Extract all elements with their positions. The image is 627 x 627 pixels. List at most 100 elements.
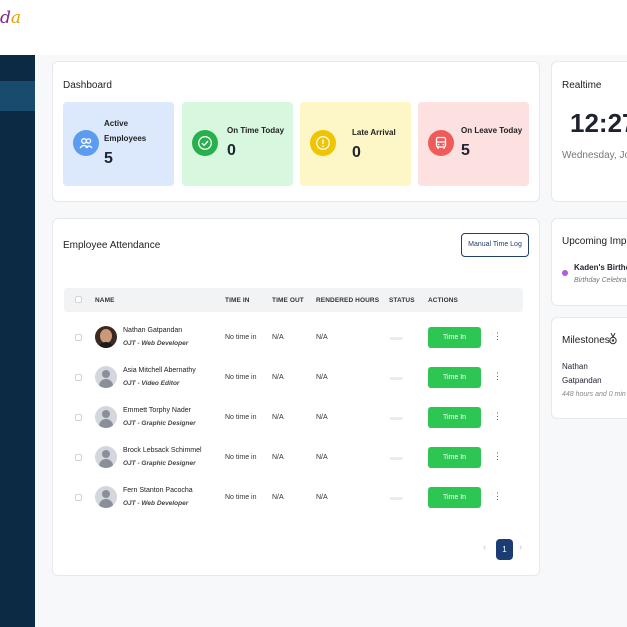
stat-label: On Time Today <box>227 126 285 135</box>
column-actions: ACTIONS <box>428 297 458 304</box>
more-options-icon[interactable]: ⋮ <box>493 451 502 461</box>
employee-name[interactable]: Brock Lebsack Schimmel <box>123 447 202 454</box>
status-badge <box>390 457 403 460</box>
status-badge <box>390 417 403 420</box>
time-in-value: No time in <box>225 334 257 341</box>
rendered-hours-value: N/A <box>316 334 328 341</box>
time-out-value: N/A <box>272 334 284 341</box>
employee-name[interactable]: Fern Stanton Pacocha <box>123 487 193 494</box>
avatar <box>95 446 117 468</box>
row-checkbox[interactable] <box>75 334 82 341</box>
time-out-value: N/A <box>272 374 284 381</box>
upcoming-card <box>551 218 627 306</box>
column-time-in[interactable]: TIME IN <box>225 297 250 304</box>
more-options-icon[interactable]: ⋮ <box>493 331 502 341</box>
bus-icon <box>428 130 454 156</box>
employee-role: OJT - Web Developer <box>123 500 189 507</box>
sidebar-item-active[interactable] <box>0 81 35 111</box>
pagination-page-1[interactable]: 1 <box>496 539 513 560</box>
realtime-card <box>551 61 627 202</box>
time-in-value: No time in <box>225 454 257 461</box>
stat-on-time-today[interactable]: On Time Today 0 <box>182 102 293 186</box>
time-in-button[interactable]: Time In <box>428 407 481 428</box>
employee-role: OJT - Graphic Designer <box>123 420 196 427</box>
more-options-icon[interactable]: ⋮ <box>493 371 502 381</box>
medal-icon <box>609 332 617 345</box>
more-options-icon[interactable]: ⋮ <box>493 411 502 421</box>
column-rendered-hours[interactable]: RENDERED HOURS <box>316 297 380 304</box>
status-badge <box>390 497 403 500</box>
employee-name[interactable]: Asia Mitchell Abernathy <box>123 367 196 374</box>
rendered-hours-value: N/A <box>316 494 328 501</box>
rendered-hours-value: N/A <box>316 454 328 461</box>
stat-on-leave-today[interactable]: On Leave Today 5 <box>418 102 529 186</box>
upcoming-item-title[interactable]: Kaden's Birthd <box>574 263 627 272</box>
upcoming-item-sub: Birthday Celebra <box>574 277 627 284</box>
event-dot-icon <box>562 270 568 276</box>
time-out-value: N/A <box>272 494 284 501</box>
row-checkbox[interactable] <box>75 454 82 461</box>
employee-role: OJT - Web Developer <box>123 340 189 347</box>
employee-name[interactable]: Emmett Torphy Nader <box>123 407 191 414</box>
more-options-icon[interactable]: ⋮ <box>493 491 502 501</box>
avatar <box>95 486 117 508</box>
rendered-hours-value: N/A <box>316 374 328 381</box>
logo-main: d <box>0 8 11 28</box>
pagination-next[interactable]: › <box>519 542 523 553</box>
attendance-title: Employee Attendance <box>63 240 161 251</box>
logo-accent: a <box>10 8 22 28</box>
top-bar <box>0 0 627 55</box>
time-in-value: No time in <box>225 494 257 501</box>
column-name[interactable]: NAME <box>95 297 115 304</box>
manual-time-log-button[interactable]: Manual Time Log <box>461 233 529 257</box>
avatar <box>95 326 117 348</box>
realtime-title: Realtime <box>562 80 602 91</box>
stat-label: On Leave Today <box>461 126 523 135</box>
realtime-clock: 12:27: <box>570 108 627 138</box>
employee-role: OJT - Graphic Designer <box>123 460 196 467</box>
time-in-value: No time in <box>225 414 257 421</box>
status-badge <box>390 377 403 380</box>
dashboard-title: Dashboard <box>63 80 112 91</box>
check-circle-icon <box>192 130 218 156</box>
status-badge <box>390 337 403 340</box>
stat-active-employees[interactable]: Active Employees 5 <box>63 102 174 186</box>
stat-late-arrival[interactable]: Late Arrival 0 <box>300 102 411 186</box>
alert-icon <box>310 130 336 156</box>
row-checkbox[interactable] <box>75 374 82 381</box>
employee-name[interactable]: Nathan Gatpandan <box>123 327 183 334</box>
column-status[interactable]: STATUS <box>389 297 415 304</box>
users-icon <box>73 130 99 156</box>
upcoming-title: Upcoming Impo <box>562 236 627 247</box>
app-logo[interactable]: da <box>0 8 21 28</box>
employee-role: OJT - Video Editor <box>123 380 180 387</box>
milestone-name-line1: Nathan <box>562 362 588 371</box>
pagination-prev[interactable]: ‹ <box>483 542 487 553</box>
rendered-hours-value: N/A <box>316 414 328 421</box>
time-in-button[interactable]: Time In <box>428 327 481 348</box>
milestones-title: Milestones <box>562 335 610 346</box>
table-header <box>64 288 523 312</box>
row-checkbox[interactable] <box>75 414 82 421</box>
select-all-checkbox[interactable] <box>75 296 82 303</box>
avatar <box>95 406 117 428</box>
row-checkbox[interactable] <box>75 494 82 501</box>
realtime-date: Wednesday, Jo <box>562 150 627 161</box>
time-in-value: No time in <box>225 374 257 381</box>
time-in-button[interactable]: Time In <box>428 487 481 508</box>
stat-value: 0 <box>352 144 361 161</box>
stat-label-line2: Employees <box>104 134 147 143</box>
milestones-card <box>551 317 627 419</box>
time-out-value: N/A <box>272 414 284 421</box>
milestone-name-line2: Gatpandan <box>562 376 602 385</box>
time-in-button[interactable]: Time In <box>428 447 481 468</box>
time-out-value: N/A <box>272 454 284 461</box>
attendance-card <box>52 218 540 576</box>
milestone-detail: 448 hours and 0 min <box>562 391 626 398</box>
time-in-button[interactable]: Time In <box>428 367 481 388</box>
stat-label-line1: Active <box>104 119 129 128</box>
stat-label: Late Arrival <box>352 128 396 137</box>
avatar <box>95 366 117 388</box>
stat-value: 5 <box>461 142 470 159</box>
column-time-out[interactable]: TIME OUT <box>272 297 304 304</box>
